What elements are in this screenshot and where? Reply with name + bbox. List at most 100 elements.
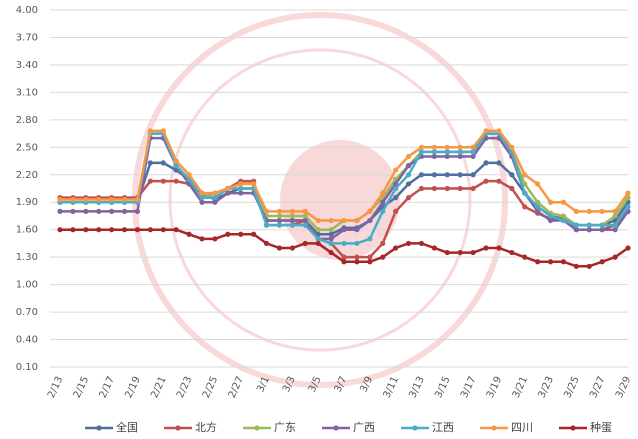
data-point [586, 227, 592, 233]
data-point [625, 245, 631, 251]
data-point [393, 245, 399, 251]
data-point [147, 227, 153, 233]
data-point [599, 259, 605, 265]
data-point [276, 245, 283, 251]
data-point [418, 144, 425, 150]
data-point [560, 217, 567, 224]
legend-label: 四川 [511, 421, 533, 434]
y-tick-label: 2.20 [16, 170, 38, 181]
data-point [302, 217, 308, 224]
data-point [535, 259, 541, 265]
data-point [457, 149, 463, 155]
data-point [522, 190, 528, 196]
data-point [289, 222, 295, 228]
data-point [573, 222, 579, 228]
data-point [328, 236, 334, 242]
x-tick-label: 2/17 [98, 375, 117, 400]
x-tick-label: 3/5 [307, 375, 324, 394]
data-point [586, 208, 592, 214]
data-point [238, 181, 244, 187]
data-point [547, 199, 554, 205]
watermark [132, 12, 508, 388]
data-point [625, 190, 631, 196]
data-point [121, 196, 128, 203]
data-point [315, 227, 321, 233]
data-point [560, 213, 567, 219]
data-point [457, 172, 463, 178]
legend-marker [412, 425, 418, 431]
data-point [573, 227, 579, 233]
legend-label: 种蛋 [590, 420, 612, 434]
data-point [328, 240, 334, 247]
data-point [496, 245, 502, 251]
data-point [612, 222, 618, 228]
data-point [380, 199, 386, 205]
data-point [393, 181, 399, 187]
data-point [83, 196, 89, 203]
data-point [522, 254, 528, 260]
legend-label: 全国 [116, 420, 138, 434]
legend-marker [96, 425, 102, 431]
x-tick-label: 3/15 [433, 375, 452, 400]
x-tick-label: 2/25 [201, 375, 220, 400]
data-point [315, 217, 321, 224]
data-point [457, 249, 463, 256]
data-point [625, 204, 631, 210]
data-point [380, 254, 386, 260]
data-point [173, 163, 179, 169]
data-point [302, 213, 308, 219]
data-point [276, 217, 283, 224]
data-point [431, 144, 437, 150]
x-tick-label: 3/19 [485, 375, 504, 400]
data-point [302, 222, 308, 228]
data-point [547, 213, 554, 219]
x-tick-label: 3/25 [562, 375, 581, 400]
data-point [367, 259, 373, 265]
data-point [147, 160, 153, 166]
data-point [212, 195, 218, 201]
x-tick-label: 3/21 [511, 375, 530, 400]
data-point [405, 181, 412, 187]
x-tick-label: 2/13 [46, 375, 65, 400]
legend-marker [254, 425, 260, 431]
data-point [212, 199, 218, 205]
data-point [573, 208, 579, 214]
data-point [134, 196, 141, 203]
data-point [444, 172, 450, 178]
y-tick-label: 1.00 [16, 280, 38, 291]
data-point [405, 163, 412, 169]
data-point [70, 208, 76, 214]
data-point [160, 160, 166, 166]
data-point [612, 227, 618, 233]
data-point [186, 172, 192, 178]
x-tick-label: 3/17 [459, 375, 478, 400]
legend-marker [175, 425, 181, 431]
data-point [328, 227, 334, 233]
data-point [225, 190, 231, 196]
data-point [147, 178, 153, 184]
y-tick-label: 1.30 [16, 252, 38, 263]
data-point [522, 172, 528, 178]
data-point [405, 195, 412, 201]
data-point [289, 213, 295, 219]
data-point [160, 128, 166, 134]
data-point [173, 227, 179, 233]
data-point [560, 199, 567, 205]
data-point [547, 259, 554, 265]
data-point [405, 240, 412, 247]
data-point [276, 213, 283, 219]
x-tick-label: 3/29 [614, 375, 633, 400]
data-point [289, 245, 295, 251]
y-tick-label: 1.90 [16, 197, 38, 208]
data-point [263, 208, 270, 214]
data-point [199, 195, 205, 201]
data-point [121, 208, 128, 214]
data-point [173, 158, 179, 164]
data-point [535, 199, 541, 205]
data-point [109, 208, 115, 214]
data-point [354, 227, 360, 233]
data-point [186, 231, 192, 237]
data-point [134, 208, 141, 214]
data-point [109, 196, 115, 203]
